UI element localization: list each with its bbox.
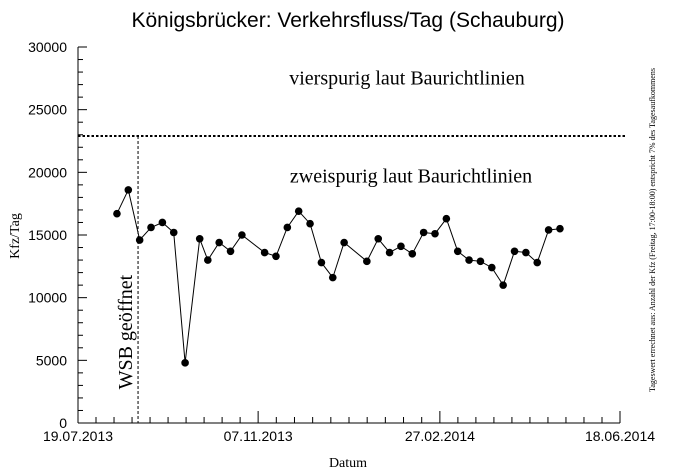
series-traffic [113, 186, 564, 367]
wsb-opening-label: WSB geöffnet [115, 274, 137, 389]
data-point [195, 234, 204, 243]
data-point [272, 252, 280, 261]
data-point [283, 223, 292, 232]
data-point [169, 228, 178, 237]
data-point [465, 256, 473, 264]
data-point [113, 209, 121, 218]
y-axis-title: Kfz/Tag [8, 213, 23, 259]
data-point [306, 219, 314, 228]
y-tick-label: 10000 [28, 290, 67, 306]
x-tick-label: 27.02.2014 [405, 428, 475, 444]
y-tick-label: 30000 [28, 39, 67, 55]
y-tick-label: 0 [59, 415, 67, 431]
data-point [408, 250, 417, 258]
data-point [374, 234, 383, 243]
data-point [147, 223, 155, 232]
y-tick-label: 25000 [28, 102, 67, 118]
data-point [453, 247, 462, 256]
data-point [442, 214, 451, 223]
x-tick-label: 19.07.2013 [43, 428, 113, 444]
data-point [158, 218, 167, 227]
x-tick-label: 18.06.2014 [585, 428, 655, 444]
data-point [397, 242, 405, 251]
x-axis-title: Datum [329, 456, 367, 471]
x-tick-label: 07.11.2013 [224, 428, 293, 444]
data-point [226, 247, 235, 256]
data-point [238, 231, 246, 239]
chart-title: Königsbrücker: Verkehrsfluss/Tag (Schaub… [131, 9, 564, 32]
y-axis: 0 5000 10000 15000 20000 25000 30000 [28, 39, 87, 431]
data-point [204, 256, 212, 264]
side-note: Tageswert errechnet aus: Anzahl der Kfz … [648, 68, 657, 392]
data-point [510, 247, 519, 256]
data-point [328, 273, 337, 282]
data-point [522, 248, 530, 257]
data-point [556, 224, 564, 233]
data-point [181, 359, 189, 367]
data-point [499, 281, 507, 289]
data-point [340, 238, 348, 247]
data-point [317, 258, 326, 267]
data-point [260, 248, 269, 257]
data-point [363, 257, 371, 266]
data-point [544, 226, 553, 234]
data-point [419, 228, 428, 237]
y-tick-label: 20000 [28, 164, 67, 180]
two-lane-annotation: zweispurig laut Baurichtlinien [290, 165, 532, 187]
data-point [215, 238, 223, 247]
x-axis: 19.07.2013 07.11.2013 27.02.2014 18.06.2014 [43, 411, 655, 444]
data-point [431, 229, 439, 238]
four-lane-annotation: vierspurig laut Baurichtlinien [289, 68, 525, 90]
series-line [116, 188, 561, 363]
data-point [124, 186, 133, 194]
data-point [135, 236, 144, 244]
y-tick-label: 15000 [28, 227, 67, 243]
data-point [294, 207, 303, 215]
data-point [488, 263, 496, 272]
y-tick-label: 5000 [36, 352, 67, 368]
data-point [533, 258, 542, 267]
data-point [476, 257, 485, 266]
data-point [385, 248, 394, 257]
